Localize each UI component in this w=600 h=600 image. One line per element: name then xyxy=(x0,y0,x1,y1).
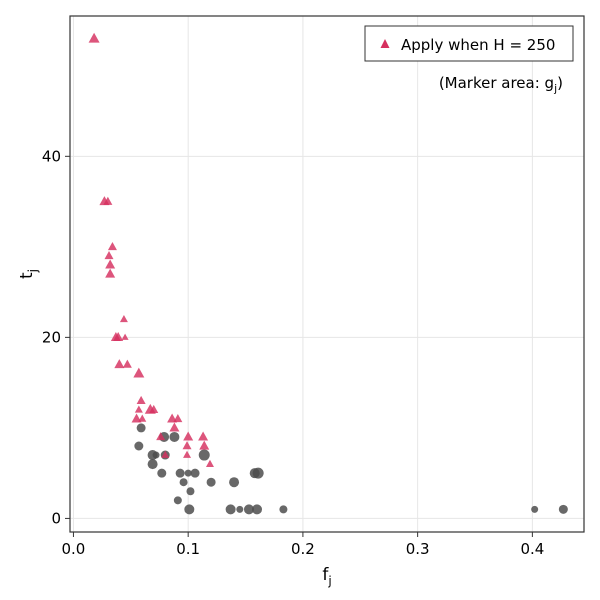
triangle-point xyxy=(138,414,147,422)
triangle-point xyxy=(173,413,183,423)
x-tick-label: 0.1 xyxy=(176,540,200,558)
circle-point xyxy=(184,504,195,515)
triangle-point xyxy=(161,450,170,458)
circle-point xyxy=(184,469,192,477)
triangle-point xyxy=(183,431,194,441)
circle-point xyxy=(152,451,160,459)
triangle-point xyxy=(182,441,192,450)
triangle-point xyxy=(104,251,114,260)
y-axis-label: tj xyxy=(17,269,40,279)
circle-point xyxy=(243,504,254,515)
legend: Apply when H = 250 xyxy=(364,25,574,62)
circle-point xyxy=(198,449,210,461)
circle-point xyxy=(147,459,158,470)
triangle-point xyxy=(113,331,124,341)
circle-point xyxy=(229,477,240,488)
triangle-point xyxy=(205,459,214,467)
triangle-point xyxy=(136,395,146,404)
triangle-point xyxy=(133,367,145,378)
legend-entry-label: Apply when H = 250 xyxy=(401,36,555,54)
y-tick-label: 0 xyxy=(51,509,61,527)
circle-point xyxy=(179,478,188,487)
circle-point xyxy=(175,468,185,478)
circle-point xyxy=(169,431,180,442)
triangle-point xyxy=(149,404,159,414)
triangle-point xyxy=(134,405,143,413)
circle-point xyxy=(173,496,182,505)
triangle-point xyxy=(183,450,192,458)
x-tick-label: 0.4 xyxy=(520,540,544,558)
y-tick-label: 20 xyxy=(42,328,61,346)
x-tick-label: 0.2 xyxy=(291,540,315,558)
circle-point xyxy=(279,505,288,514)
circle-point xyxy=(206,477,216,487)
triangle-point xyxy=(114,359,125,369)
legend-box xyxy=(364,25,574,62)
triangle-point xyxy=(105,259,116,269)
triangle-point xyxy=(105,268,116,278)
legend-triangle-marker xyxy=(380,39,390,48)
x-tick-label: 0.0 xyxy=(62,540,86,558)
triangle-point xyxy=(107,241,117,251)
triangle-point xyxy=(199,440,210,450)
points-layer xyxy=(88,32,568,515)
triangle-point xyxy=(156,432,166,441)
x-axis-label: fj xyxy=(322,565,331,588)
plot-frame xyxy=(69,15,585,533)
triangle-point xyxy=(88,32,100,43)
triangle-point xyxy=(119,314,128,323)
triangle-point xyxy=(198,431,209,441)
marker-area-note: (Marker area: gj) xyxy=(439,74,563,95)
circle-point xyxy=(225,504,236,515)
circle-point xyxy=(252,467,264,479)
x-tick-label: 0.3 xyxy=(406,540,430,558)
circle-point xyxy=(252,504,263,515)
y-tick-label: 40 xyxy=(42,147,61,165)
circle-point xyxy=(236,505,244,513)
circle-point xyxy=(134,441,144,451)
circle-point xyxy=(157,468,167,478)
ticks-layer: 0.0 0.1 0.2 0.3 0.4 0 20 40 xyxy=(42,147,544,558)
triangle-point xyxy=(169,422,180,432)
triangle-point xyxy=(122,359,132,368)
circle-point xyxy=(558,504,568,514)
circle-point xyxy=(186,487,195,496)
circle-point xyxy=(190,468,200,478)
triangle-point xyxy=(121,333,129,340)
circle-point xyxy=(531,505,539,513)
triangle-point xyxy=(103,196,113,205)
grid-layer xyxy=(70,16,584,532)
triangle-point xyxy=(131,413,142,423)
circle-point xyxy=(136,423,146,433)
